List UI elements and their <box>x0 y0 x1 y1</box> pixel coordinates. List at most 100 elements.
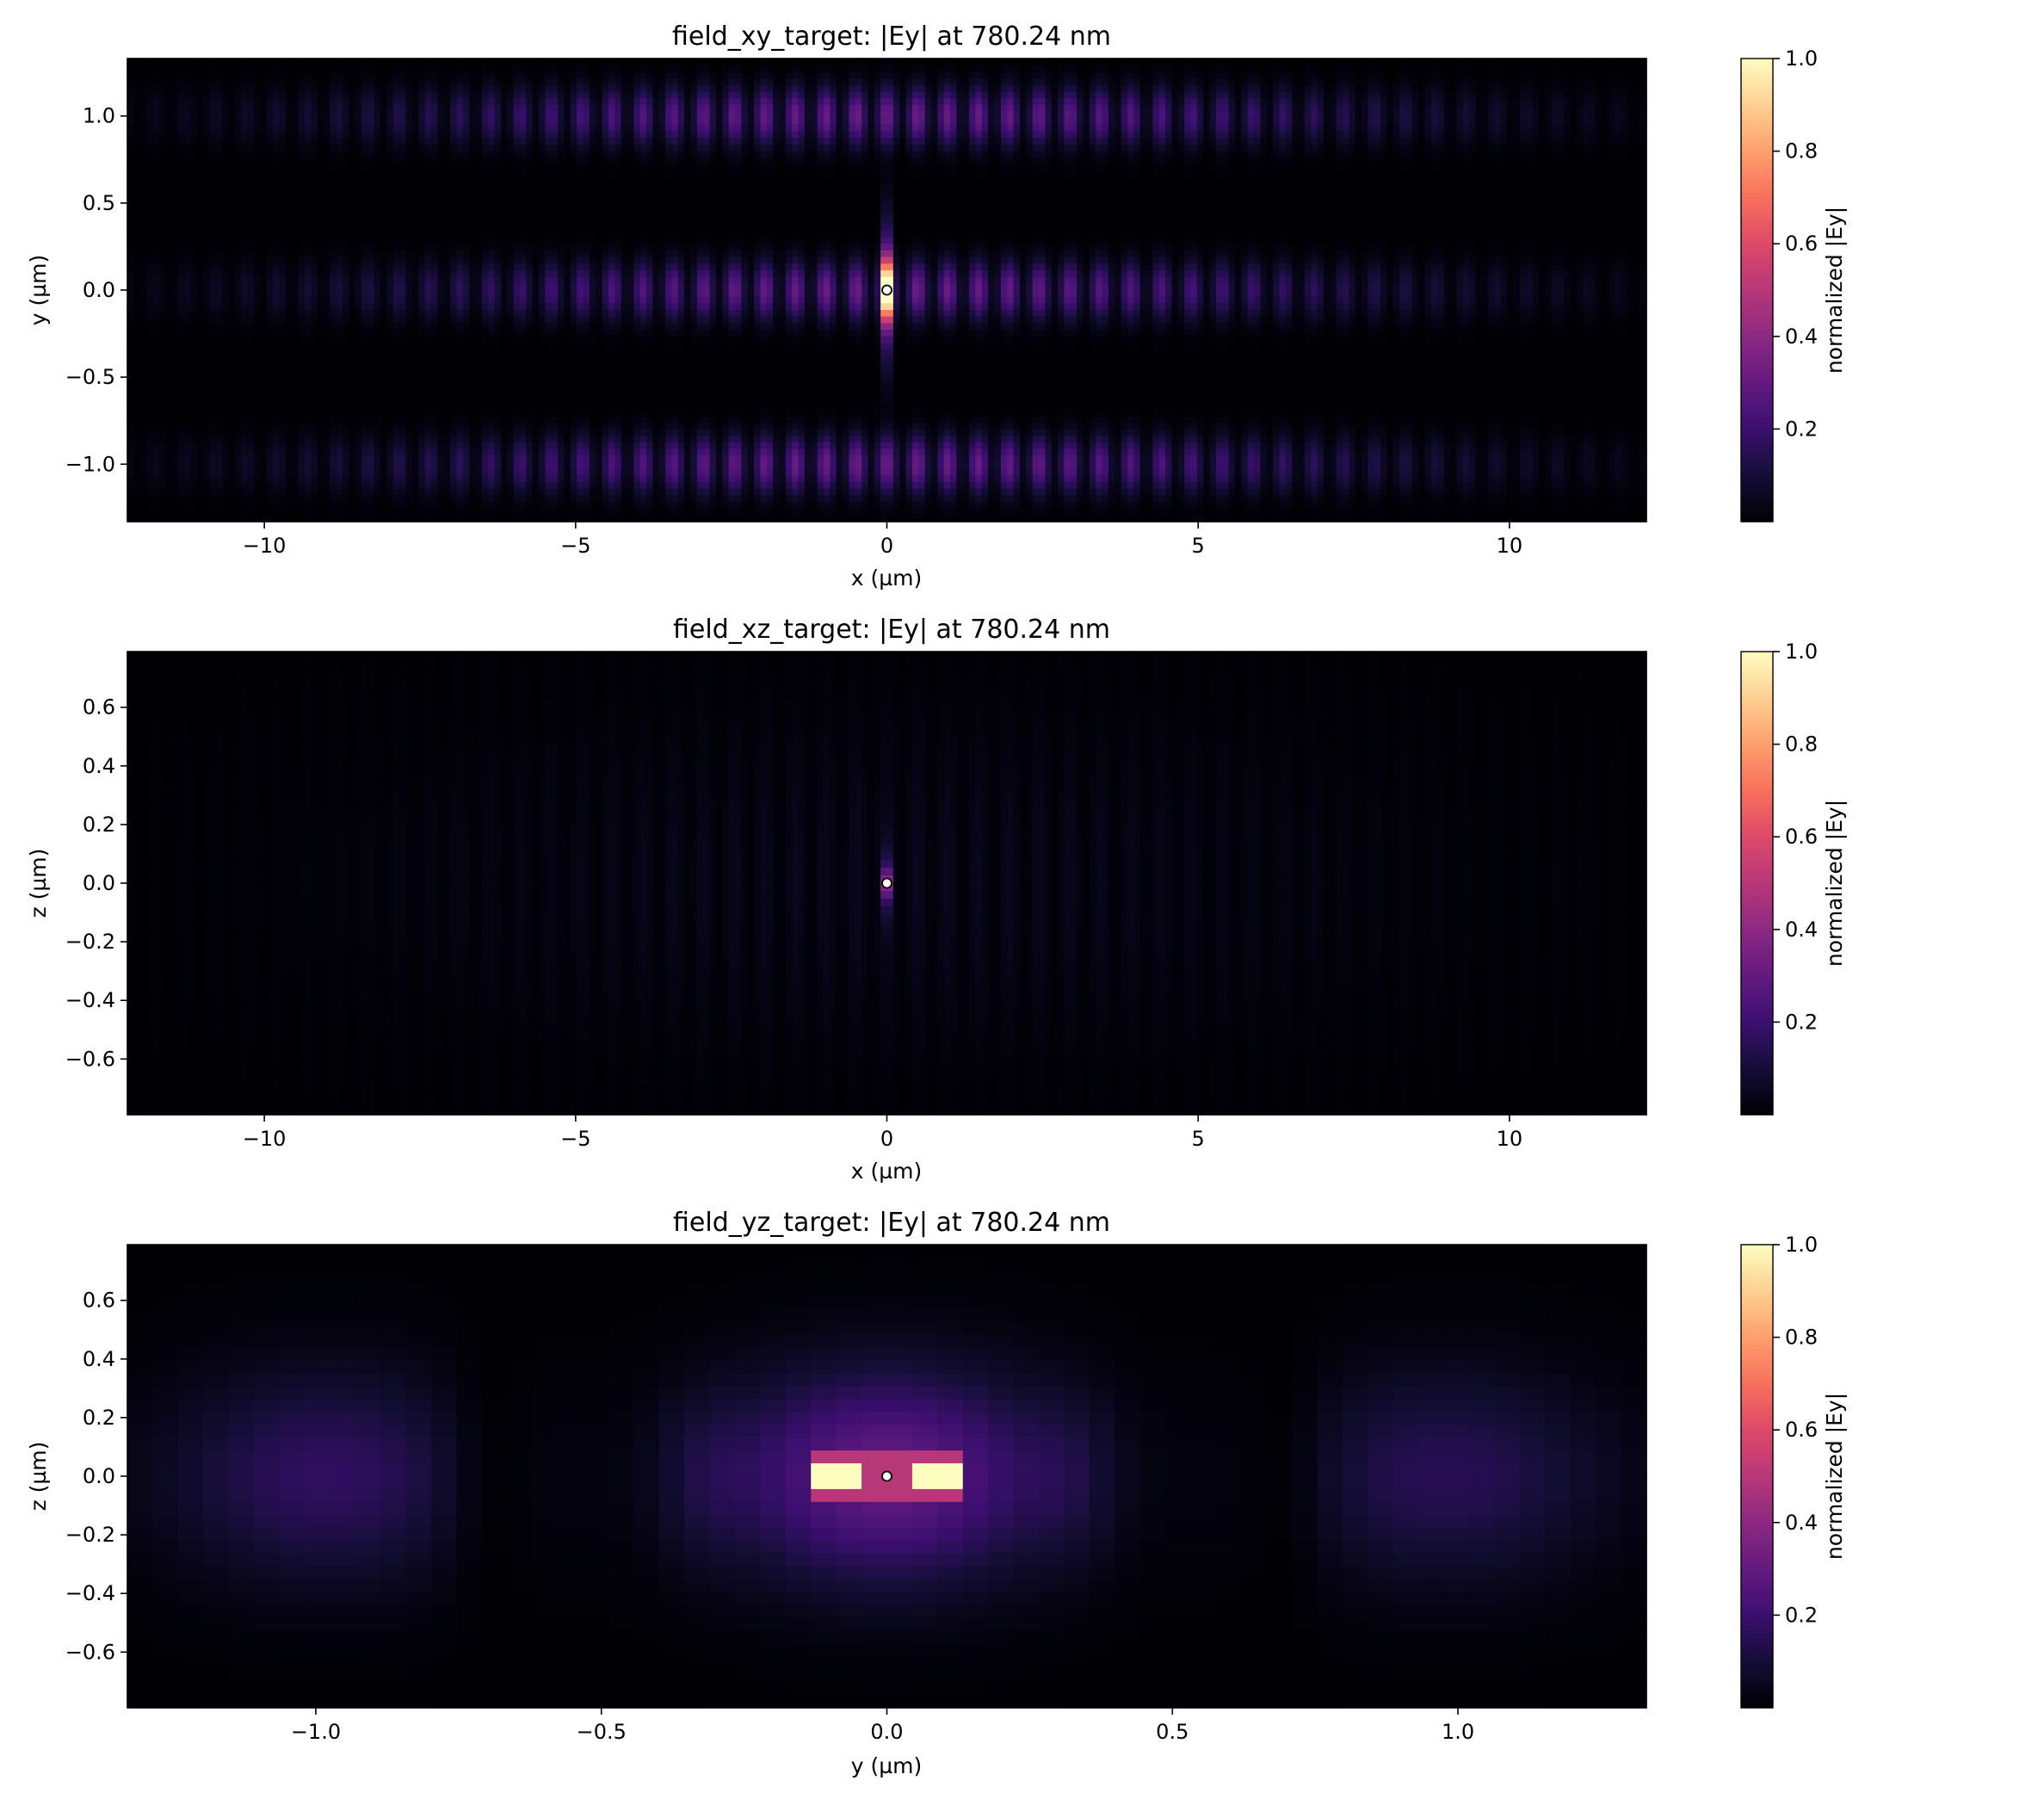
heatmap-cell <box>981 71 989 79</box>
heatmap-cell <box>152 190 160 198</box>
heatmap-cell <box>292 144 299 152</box>
heatmap-cell <box>1545 151 1553 158</box>
heatmap-cell <box>247 59 255 66</box>
heatmap-cell <box>1171 111 1179 119</box>
heatmap-cell <box>330 131 337 139</box>
heatmap-cell <box>602 184 609 192</box>
heatmap-cell <box>260 59 268 66</box>
heatmap-cell <box>627 158 634 165</box>
heatmap-cell <box>247 78 255 86</box>
heatmap-cell <box>1019 98 1027 106</box>
heatmap-cell <box>1532 170 1540 178</box>
heatmap-cell <box>1430 131 1438 139</box>
heatmap-cell <box>1045 98 1053 106</box>
heatmap-cell <box>343 131 349 139</box>
heatmap-cell <box>235 158 242 165</box>
heatmap-cell <box>1203 131 1211 139</box>
heatmap-cell <box>1596 177 1603 185</box>
heatmap-cell <box>785 190 793 198</box>
heatmap-cell <box>596 104 603 113</box>
heatmap-cell <box>361 98 369 106</box>
heatmap-cell <box>596 164 603 172</box>
heatmap-cell <box>481 144 489 152</box>
heatmap-cell <box>292 131 299 139</box>
heatmap-cell <box>228 177 236 185</box>
heatmap-cell <box>1336 151 1343 158</box>
heatmap-cell <box>792 71 800 79</box>
heatmap-cell <box>209 138 217 145</box>
heatmap-cell <box>817 158 824 165</box>
heatmap-cell <box>1374 138 1381 145</box>
heatmap-cell <box>431 91 438 99</box>
heatmap-cell <box>1045 144 1053 152</box>
heatmap-cell <box>843 124 849 133</box>
heatmap-cell <box>469 184 477 192</box>
heatmap-cell <box>1368 138 1375 145</box>
heatmap-cell <box>462 118 470 126</box>
heatmap-cell <box>323 65 330 72</box>
heatmap-cell <box>760 91 768 99</box>
heatmap-cell <box>728 84 736 93</box>
heatmap-cell <box>1000 91 1008 99</box>
heatmap-cell <box>462 164 470 172</box>
heatmap-cell <box>1640 91 1647 99</box>
heatmap-cell <box>1602 184 1609 192</box>
heatmap-cell <box>754 71 762 79</box>
heatmap-cell <box>1234 138 1242 145</box>
heatmap-cell <box>1424 170 1432 178</box>
heatmap-cell <box>696 111 704 119</box>
heatmap-cell <box>1222 78 1230 86</box>
heatmap-cell <box>532 138 540 145</box>
heatmap-cell <box>1462 84 1470 93</box>
heatmap-cell <box>1077 98 1084 106</box>
heatmap-cell <box>633 190 641 198</box>
heatmap-cell <box>1500 170 1508 178</box>
heatmap-cell <box>184 91 192 99</box>
heatmap-cell <box>1450 184 1457 192</box>
heatmap-cell <box>589 131 596 139</box>
heatmap-cell <box>1215 144 1223 152</box>
heatmap-cell <box>868 78 875 86</box>
heatmap-cell <box>1323 78 1331 86</box>
heatmap-cell <box>481 91 489 99</box>
heatmap-cell <box>273 78 281 86</box>
heatmap-cell <box>317 190 324 198</box>
heatmap-cell <box>843 190 849 198</box>
heatmap-cell <box>1475 170 1483 178</box>
heatmap-cell <box>1602 98 1609 106</box>
heatmap-cell <box>766 124 774 133</box>
heatmap-cell <box>1304 118 1312 126</box>
heatmap-cell <box>507 104 515 113</box>
heatmap-cell <box>962 184 970 192</box>
heatmap-cell <box>1152 124 1160 133</box>
heatmap-cell <box>380 98 388 106</box>
heatmap-cell <box>994 78 1002 86</box>
heatmap-cell <box>785 177 793 185</box>
heatmap-cell <box>843 177 849 185</box>
heatmap-cell <box>386 151 394 158</box>
heatmap-cell <box>735 144 742 152</box>
heatmap-cell <box>1456 184 1464 192</box>
heatmap-cell <box>1083 177 1090 185</box>
heatmap-cell <box>1190 71 1198 79</box>
heatmap-cell <box>1627 59 1634 66</box>
heatmap-cell <box>1209 177 1217 185</box>
heatmap-cell <box>1640 170 1647 178</box>
heatmap-cell <box>1279 118 1287 126</box>
heatmap-cell <box>773 65 781 72</box>
heatmap-cell <box>646 84 653 93</box>
heatmap-cell <box>304 131 312 139</box>
heatmap-cell <box>1222 111 1230 119</box>
heatmap-cell <box>911 164 919 172</box>
heatmap-cell <box>355 78 362 86</box>
heatmap-cell <box>577 65 584 72</box>
heatmap-cell <box>418 65 426 72</box>
heatmap-cell <box>1196 59 1204 66</box>
heatmap-cell <box>437 184 445 192</box>
heatmap-cell <box>1254 91 1261 99</box>
heatmap-cell <box>1184 104 1192 113</box>
heatmap-cell <box>792 78 800 86</box>
heatmap-cell <box>868 164 875 172</box>
heatmap-cell <box>411 118 419 126</box>
heatmap-cell <box>1469 65 1477 72</box>
